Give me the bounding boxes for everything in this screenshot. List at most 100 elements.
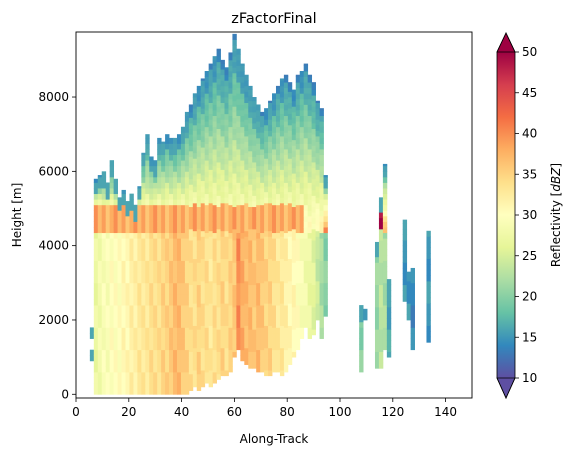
data-cell <box>236 243 241 250</box>
data-cell <box>272 165 277 172</box>
data-cell <box>275 227 281 234</box>
data-cell <box>275 299 281 306</box>
data-cell <box>117 321 122 328</box>
data-cell <box>204 238 210 245</box>
data-cell <box>248 323 253 330</box>
data-cell <box>236 98 241 105</box>
data-cell <box>378 251 384 258</box>
data-cell <box>260 288 265 295</box>
data-cell <box>145 310 150 317</box>
data-cell <box>141 204 146 211</box>
data-cell <box>125 238 130 245</box>
data-cell <box>307 204 313 211</box>
data-cell <box>196 340 202 347</box>
data-cell <box>117 355 122 362</box>
data-cell <box>295 93 301 100</box>
data-cell <box>141 210 146 217</box>
data-cell <box>236 132 241 139</box>
data-cell <box>204 215 210 222</box>
data-cell <box>153 254 158 261</box>
data-cell <box>200 102 206 109</box>
data-cell <box>93 271 99 278</box>
data-cell <box>173 360 178 367</box>
data-cell <box>256 143 261 150</box>
data-cell <box>137 282 142 289</box>
data-cell <box>200 247 206 254</box>
data-cell <box>93 293 99 300</box>
data-cell <box>216 301 221 308</box>
data-cell <box>236 160 241 167</box>
data-cell <box>220 69 225 76</box>
data-cell <box>173 327 178 334</box>
data-cell <box>113 232 118 239</box>
data-cell <box>216 134 221 141</box>
data-cell <box>200 219 206 226</box>
data-cell <box>256 115 261 122</box>
data-cell <box>220 353 225 360</box>
data-cell <box>283 126 289 133</box>
data-cell <box>240 182 245 189</box>
data-cell <box>319 260 324 267</box>
data-cell <box>101 366 107 373</box>
data-cell <box>169 355 174 362</box>
data-cell <box>165 149 170 156</box>
data-cell <box>184 321 190 328</box>
data-cell <box>299 249 305 256</box>
colorbar-tick-label: 10 <box>522 371 537 385</box>
data-column <box>315 100 320 321</box>
data-cell <box>220 247 225 254</box>
data-cell <box>121 355 126 362</box>
data-cell <box>224 331 229 338</box>
data-cell <box>252 295 257 302</box>
data-cell <box>303 104 309 111</box>
data-cell <box>97 204 103 211</box>
data-cell <box>244 186 249 193</box>
data-cell <box>105 371 111 378</box>
data-cell <box>200 225 206 232</box>
data-cell <box>129 238 134 245</box>
data-cell <box>307 132 313 139</box>
data-cell <box>200 319 206 326</box>
data-cell <box>153 188 158 195</box>
data-cell <box>113 383 118 390</box>
data-cell <box>129 221 134 228</box>
data-cell <box>291 351 297 358</box>
data-cell <box>216 351 221 358</box>
data-cell <box>113 355 118 362</box>
data-cell <box>311 279 316 286</box>
data-cell <box>256 126 261 133</box>
data-column <box>264 108 269 377</box>
data-cell <box>291 290 297 297</box>
data-cell <box>406 297 412 304</box>
data-cell <box>97 360 103 367</box>
data-cell <box>208 63 214 70</box>
data-cell <box>236 48 241 55</box>
data-cell <box>165 199 170 206</box>
data-cell <box>109 182 115 189</box>
data-cell <box>97 282 103 289</box>
data-cell <box>283 316 289 323</box>
data-cell <box>228 71 233 77</box>
data-cell <box>291 139 297 146</box>
data-cell <box>272 154 277 161</box>
data-cell <box>272 249 277 256</box>
data-cell <box>228 221 233 228</box>
data-cell <box>287 91 293 98</box>
data-cell <box>260 299 265 306</box>
data-cell <box>129 316 134 323</box>
data-cell <box>315 100 320 103</box>
data-cell <box>220 91 225 98</box>
data-cell <box>220 336 225 343</box>
data-cell <box>224 191 229 198</box>
data-cell <box>208 258 214 265</box>
data-cell <box>260 332 265 339</box>
plot-area <box>75 31 473 399</box>
data-cell <box>228 210 233 217</box>
data-cell <box>216 128 221 135</box>
data-cell <box>153 210 158 217</box>
data-cell <box>188 334 194 341</box>
data-cell <box>145 316 150 323</box>
data-cell <box>232 128 237 135</box>
data-cell <box>299 132 305 139</box>
data-cell <box>129 199 134 206</box>
